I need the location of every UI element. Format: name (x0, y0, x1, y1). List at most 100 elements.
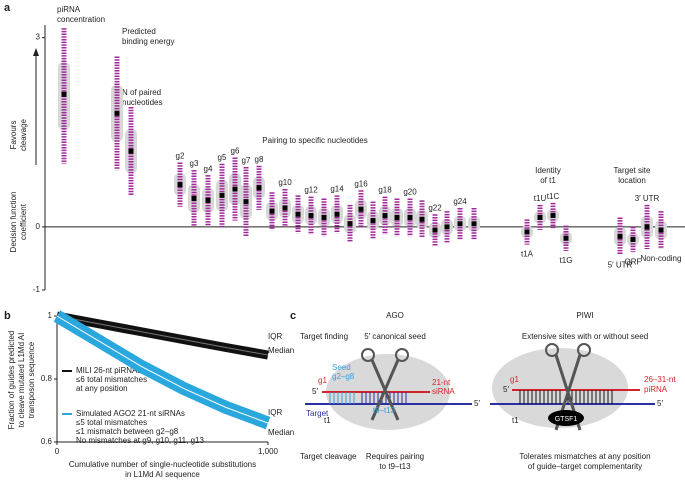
x-label: Cumulative number of single-nucleotide s… (69, 460, 256, 469)
median (358, 206, 364, 212)
median (256, 185, 262, 191)
category-label: t1C (547, 192, 560, 201)
legend-note: at any position (76, 384, 128, 393)
x-tick-label: 1,000 (258, 447, 279, 456)
median (370, 218, 376, 224)
median (407, 214, 413, 220)
header: PIWI (576, 311, 593, 320)
x-tick-label: 0 (55, 447, 60, 456)
legend-note: No mismatches at g9, g10, g11, g13 (76, 436, 204, 445)
annotation: location (618, 176, 646, 185)
label: g1 (510, 375, 519, 384)
category-label: g6 (231, 147, 240, 156)
scissors (395, 348, 409, 362)
label: 5′ (657, 399, 663, 408)
legend-note: ≤5 total mismatches (76, 418, 147, 427)
category-label: g22 (428, 203, 442, 212)
seed-pairs (329, 392, 355, 404)
label: Seed (332, 363, 351, 372)
y-tick-label: 3 (36, 33, 41, 42)
panel-label: c (290, 310, 296, 322)
median (61, 91, 67, 97)
category-label: ORF (625, 257, 642, 266)
median (537, 214, 543, 220)
annotation: Target site (614, 166, 651, 175)
category-label: 3′ UTR (635, 194, 660, 203)
y-label: to cleave mutated L1Md AI (17, 333, 26, 428)
median (295, 211, 301, 217)
median (219, 192, 225, 198)
category-label: g12 (304, 186, 318, 195)
label: 26–31-nt (644, 375, 676, 384)
median (114, 110, 120, 116)
median (658, 227, 664, 233)
y-tick-label: -1 (33, 285, 41, 294)
scissors (577, 343, 591, 357)
annotation: binding energy (122, 37, 174, 46)
category-label: g7 (242, 156, 251, 165)
diagram-text: AGO PIWI Target finding Target cleavage … (300, 311, 676, 471)
row-label: Target cleavage (300, 452, 357, 461)
median (432, 227, 438, 233)
end-label: Median (268, 346, 294, 355)
median (444, 224, 450, 230)
piwi-body (492, 348, 628, 428)
annotation: concentration (57, 15, 105, 24)
median (128, 148, 134, 154)
median (334, 211, 340, 217)
y-label: Fraction of guides predicted (7, 331, 16, 430)
cell: Extensive sites with or without seed (522, 332, 648, 341)
annotation: Pairing to specific nucleotides (262, 136, 367, 145)
base-pairs (519, 390, 613, 404)
label: 5′ (503, 385, 509, 394)
annotation: Predicted (122, 27, 156, 36)
label: GTSF1 (555, 416, 578, 423)
median (457, 221, 463, 227)
row-label: Target finding (300, 332, 348, 341)
category-label: Non-coding (641, 254, 682, 263)
end-label: IQR (268, 332, 282, 341)
median (191, 196, 197, 202)
label: g2–g8 (332, 372, 355, 381)
median (321, 214, 327, 220)
category-label: g2 (176, 152, 185, 161)
y-label: Decision function (9, 192, 18, 253)
series-median (56, 315, 269, 424)
category-label: g10 (278, 178, 292, 187)
median (630, 237, 636, 243)
median (282, 205, 288, 211)
median (644, 224, 650, 230)
legend-label: MILI 26-nt piRNAs (76, 366, 141, 375)
panel-label: b (4, 310, 11, 322)
annotation: Identity (535, 166, 561, 175)
category-label: 5′ UTR (608, 260, 633, 269)
legend-note: ≤1 mismatch between g2–g8 (76, 427, 179, 436)
annotation: of t1 (540, 176, 556, 185)
category-label: g3 (190, 159, 199, 168)
x-label: in L1Md AI sequence (125, 470, 200, 479)
median (269, 208, 275, 214)
y-tick-label: 0.6 (41, 437, 53, 446)
median (347, 221, 353, 227)
y-label: Favours (9, 121, 18, 150)
category-label: g18 (378, 186, 392, 195)
category-label: g20 (403, 188, 417, 197)
panel-label: a (4, 2, 11, 14)
median (205, 197, 211, 203)
arrow-head (33, 48, 39, 56)
y-tick-label: 0.8 (41, 374, 53, 383)
median (563, 235, 569, 241)
cell: to t9–t13 (379, 462, 411, 471)
label: g1 (318, 376, 327, 385)
y-label: coefficient (19, 203, 28, 240)
median (419, 216, 425, 222)
label: Target (306, 409, 329, 418)
y-label: cleavage (19, 118, 28, 151)
category-label: t1U (534, 194, 547, 203)
legend-label: Simulated AGO2 21-nt siRNAs (76, 409, 185, 418)
median (471, 221, 477, 227)
annotation: nucleotides (122, 98, 162, 107)
median (617, 233, 623, 239)
diagram (305, 343, 655, 431)
median (177, 182, 183, 188)
